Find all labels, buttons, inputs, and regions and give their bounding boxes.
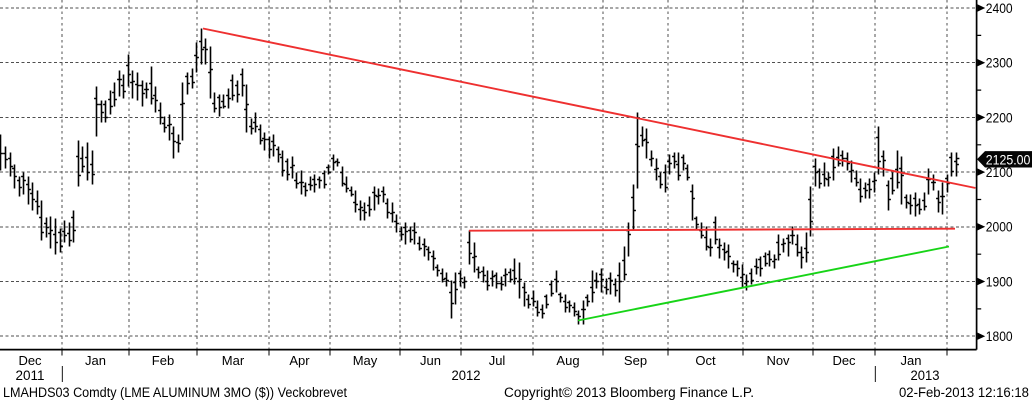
svg-text:02-Feb-2013 12:16:18: 02-Feb-2013 12:16:18 (899, 385, 1029, 400)
svg-text:Aug: Aug (556, 353, 579, 368)
svg-text:Feb: Feb (152, 353, 174, 368)
svg-text:2012: 2012 (452, 368, 481, 383)
svg-text:Nov: Nov (766, 353, 790, 368)
svg-text:Jan: Jan (85, 353, 106, 368)
svg-text:Sep: Sep (624, 353, 647, 368)
svg-text:Apr: Apr (289, 353, 310, 368)
svg-text:Jun: Jun (420, 353, 441, 368)
svg-text:2000: 2000 (986, 220, 1013, 235)
svg-text:Jul: Jul (489, 353, 506, 368)
svg-text:Dec: Dec (18, 353, 42, 368)
svg-text:1900: 1900 (986, 274, 1013, 289)
svg-text:Mar: Mar (222, 353, 245, 368)
svg-text:2011: 2011 (16, 368, 45, 383)
svg-text:2013: 2013 (911, 368, 940, 383)
svg-text:2100: 2100 (986, 165, 1013, 180)
svg-text:Copyright© 2013 Bloomberg Fina: Copyright© 2013 Bloomberg Finance L.P. (504, 385, 754, 400)
svg-text:LMAHDS03 Comdty (LME ALUMINUM: LMAHDS03 Comdty (LME ALUMINUM 3MO ($)) V… (3, 385, 347, 400)
svg-text:May: May (353, 353, 378, 368)
svg-text:Dec: Dec (832, 353, 856, 368)
svg-text:2125.00: 2125.00 (986, 152, 1031, 167)
svg-text:2200: 2200 (986, 110, 1013, 125)
svg-text:1800: 1800 (986, 329, 1013, 344)
svg-text:2300: 2300 (986, 56, 1013, 71)
svg-text:2400: 2400 (986, 1, 1013, 16)
svg-text:Jan: Jan (901, 353, 922, 368)
svg-text:Oct: Oct (695, 353, 716, 368)
